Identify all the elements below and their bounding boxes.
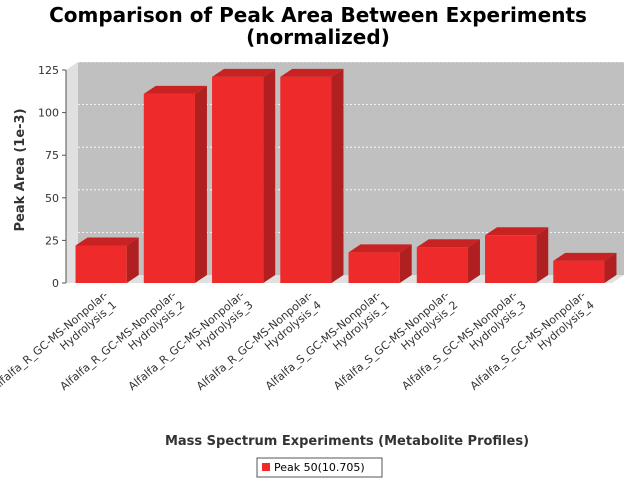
bar [348, 244, 412, 283]
category-label: Alfalfa_S_GC-MS-Nonpolar-Hydrolysis_3 [399, 288, 528, 392]
bar-front [212, 76, 264, 283]
bar [416, 239, 480, 283]
bar [143, 85, 207, 283]
category-label-line: Alfalfa_R_GC-MS-Nonpolar- [0, 288, 111, 393]
bar [485, 227, 549, 283]
bar-front [485, 235, 537, 283]
bar-top [212, 68, 276, 77]
chart-title-line2: (normalized) [246, 25, 390, 49]
bar-front [416, 247, 468, 283]
legend-entry: Peak 50(10.705) [274, 461, 365, 474]
bar-front [553, 260, 605, 283]
bar-side [126, 237, 139, 283]
x-axis-labels: Alfalfa_R_GC-MS-Nonpolar-Hydrolysis_1Alf… [0, 288, 597, 393]
bar-top [416, 239, 480, 248]
y-axis-title: Peak Area (1e-3) [13, 108, 28, 231]
bar-side [467, 239, 480, 283]
y-tick-label: 50 [45, 192, 59, 205]
y-tick-label: 100 [38, 107, 59, 120]
category-label: Alfalfa_R_GC-MS-Nonpolar-Hydrolysis_2 [58, 288, 188, 393]
bar-side [604, 252, 617, 283]
bar [280, 68, 344, 283]
legend: Peak 50(10.705) [256, 457, 383, 478]
legend-swatch [262, 463, 270, 471]
plot-floor [66, 275, 624, 283]
bar-side [399, 244, 412, 283]
category-label: Alfalfa_S_GC-MS-Nonpolar-Hydrolysis_1 [263, 288, 392, 392]
chart-title-line1: Comparison of Peak Area Between Experime… [49, 3, 587, 27]
y-tick-label: 25 [45, 234, 59, 247]
category-label: Alfalfa_S_GC-MS-Nonpolar-Hydrolysis_4 [468, 288, 597, 392]
bar-side [194, 85, 207, 283]
y-axis: 0 25 50 75 100 125 [38, 64, 67, 290]
bar-front [143, 93, 195, 283]
bar [553, 252, 617, 283]
bar-top [553, 252, 617, 261]
bar-top [143, 85, 207, 94]
bar [75, 237, 139, 283]
bar-front [75, 245, 127, 283]
y-tick-label: 125 [38, 64, 59, 77]
category-label: Alfalfa_R_GC-MS-Nonpolar-Hydrolysis_3 [126, 288, 256, 393]
plot-left-wall [66, 62, 78, 283]
bars [75, 68, 617, 283]
x-axis-title: Mass Spectrum Experiments (Metabolite Pr… [165, 434, 529, 449]
bar-top [348, 244, 412, 253]
y-tick-label: 0 [52, 277, 59, 290]
y-tick-label: 75 [45, 149, 59, 162]
bar-side [536, 227, 549, 283]
bar-top [280, 68, 344, 77]
bar-front [280, 76, 332, 283]
bar-side [331, 68, 344, 283]
legend-box [256, 457, 383, 478]
bar-side [263, 68, 276, 283]
bar [212, 68, 276, 283]
bar-front [348, 252, 400, 283]
gridlines [78, 61, 624, 233]
category-label: Alfalfa_S_GC-MS-Nonpolar-Hydrolysis_2 [331, 288, 460, 392]
bar-top [75, 237, 139, 246]
bar-top [485, 227, 549, 236]
category-label: Alfalfa_R_GC-MS-Nonpolar-Hydrolysis_4 [194, 288, 324, 393]
